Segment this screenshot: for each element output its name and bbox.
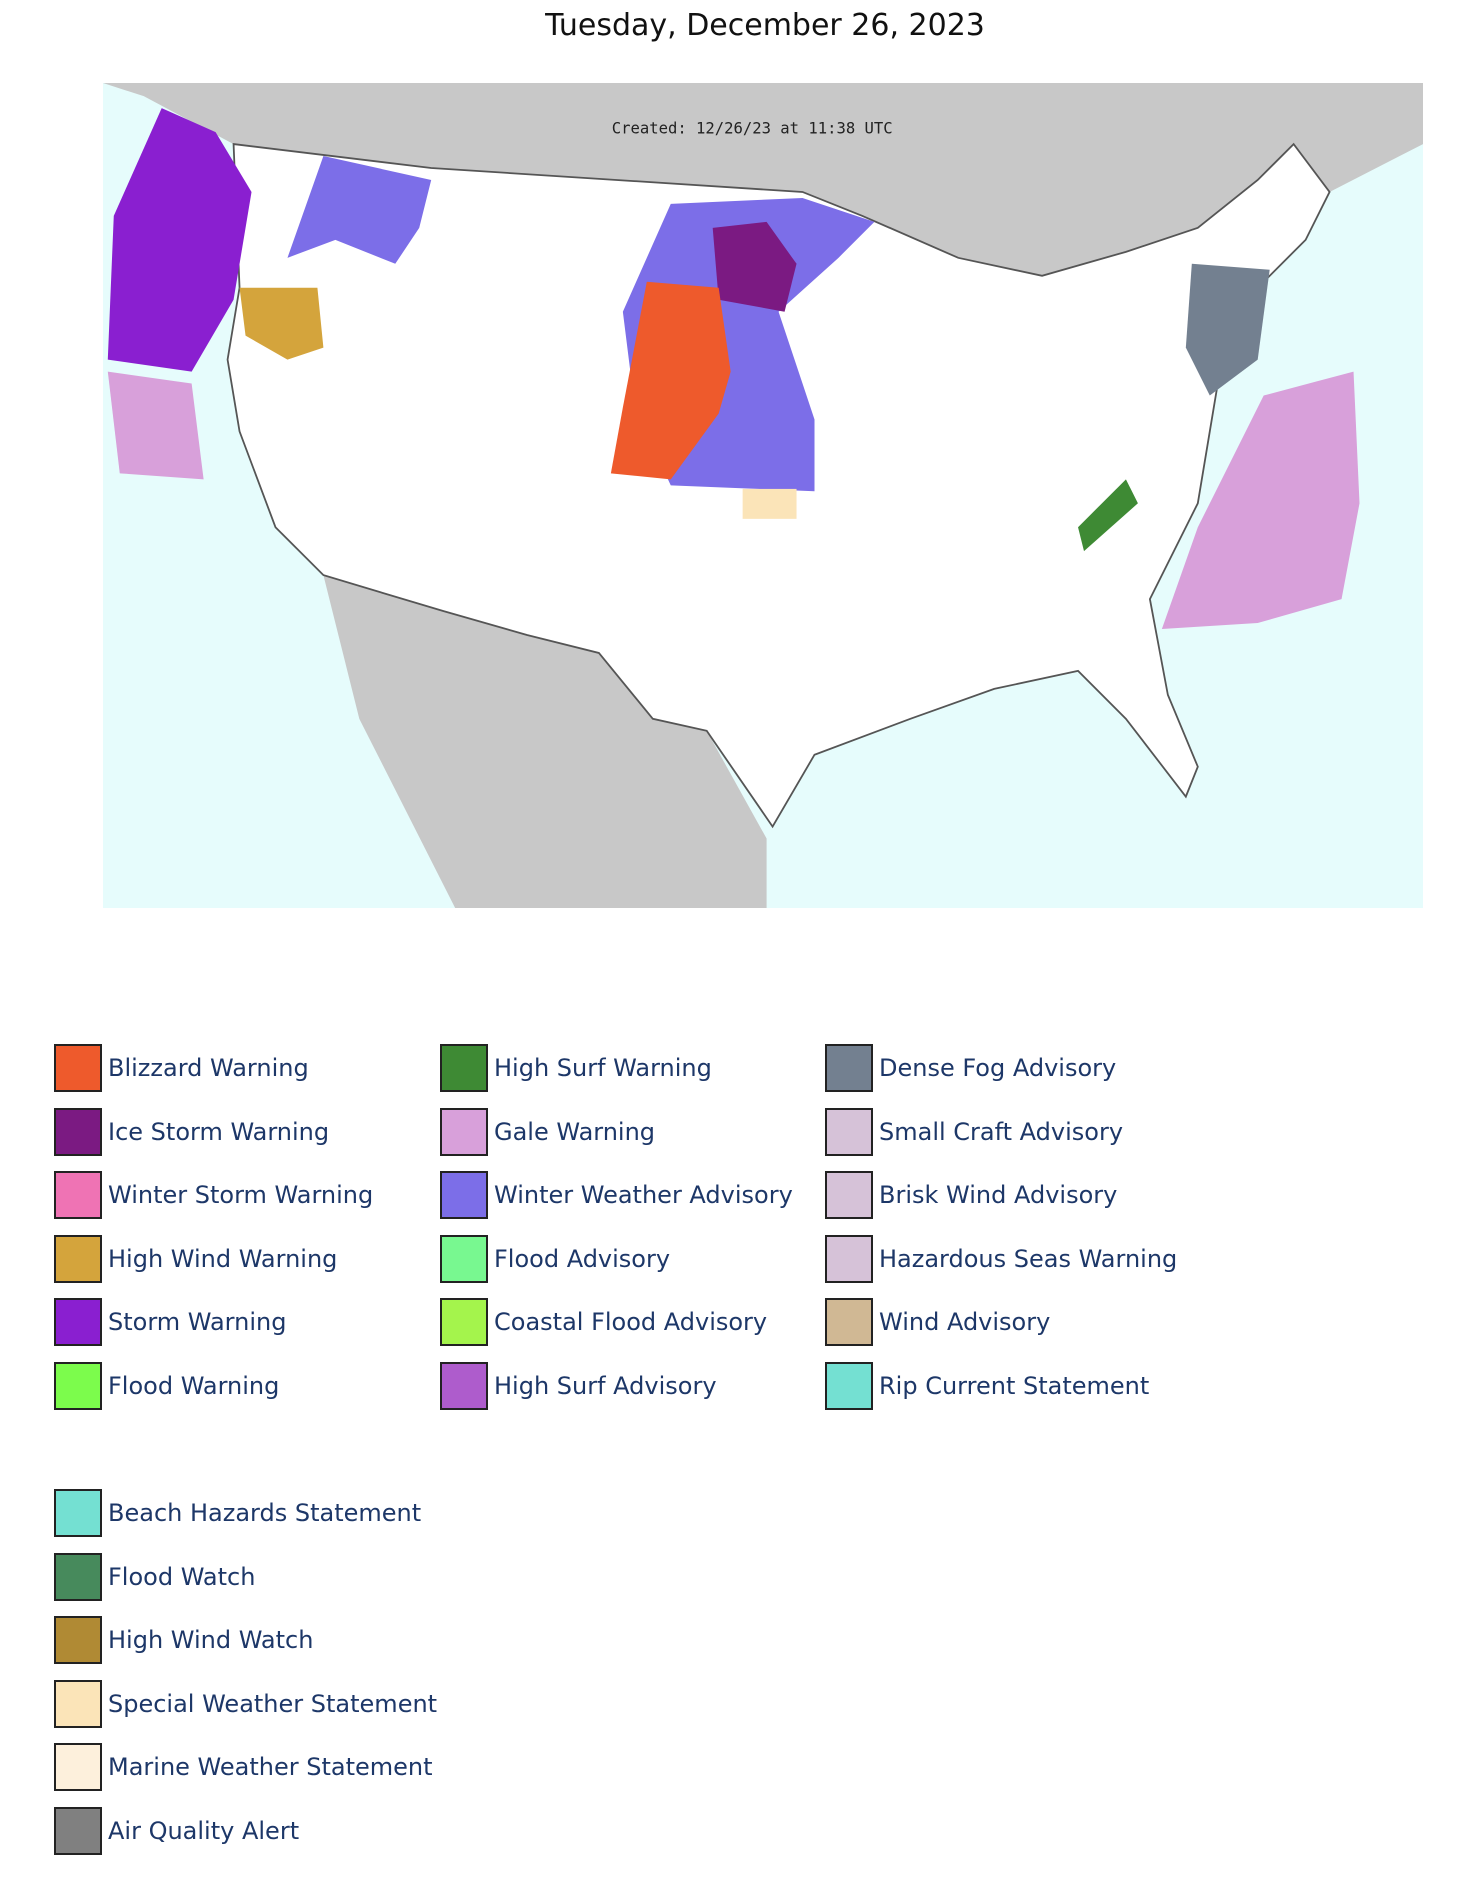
legend-swatch xyxy=(440,1044,488,1092)
legend-swatch xyxy=(440,1361,488,1410)
legend-label: Small Craft Advisory xyxy=(879,1117,1124,1146)
legend-item: Gale Warning xyxy=(440,1107,656,1156)
legend-label: Dense Fog Advisory xyxy=(879,1054,1117,1082)
legend-item: Coastal Flood Advisory xyxy=(440,1298,767,1346)
canada xyxy=(103,83,1423,276)
legend-swatch xyxy=(54,1361,102,1410)
legend-item: Storm Warning xyxy=(54,1298,286,1346)
legend-swatch xyxy=(825,1361,873,1410)
legend-item: Winter Weather Advisory xyxy=(440,1171,793,1219)
gale-atlantic xyxy=(1161,371,1360,630)
legend-swatch xyxy=(54,1743,102,1791)
legend-label: High Wind Watch xyxy=(108,1626,314,1654)
legend-label: Flood Advisory xyxy=(494,1244,671,1273)
legend-item: Blizzard Warning xyxy=(54,1044,309,1092)
legend-swatch xyxy=(825,1234,873,1283)
legend-swatch xyxy=(54,1679,102,1728)
legend-item: Beach Hazards Statement xyxy=(54,1489,421,1537)
ice-storm-area xyxy=(712,221,797,312)
legend-swatch xyxy=(825,1044,873,1092)
legend-item: High Surf Advisory xyxy=(440,1361,717,1410)
legend-label: Flood Watch xyxy=(108,1562,256,1591)
legend-swatch xyxy=(54,1044,102,1092)
legend-label: High Surf Advisory xyxy=(494,1371,717,1400)
dense-fog-area xyxy=(1185,263,1270,396)
legend-swatch xyxy=(54,1171,102,1219)
legend-item: High Wind Warning xyxy=(54,1234,338,1283)
legend-swatch xyxy=(825,1298,873,1346)
mexico xyxy=(323,575,767,908)
legend-label: Brisk Wind Advisory xyxy=(879,1181,1118,1209)
legend-label: Winter Weather Advisory xyxy=(494,1181,793,1209)
legend-swatch xyxy=(440,1234,488,1283)
map-caption: Created: 12/26/23 at 11:38 UTC xyxy=(612,119,893,137)
legend-label: Marine Weather Statement xyxy=(108,1753,433,1781)
page-title: Tuesday, December 26, 2023 xyxy=(545,8,985,43)
legend-label: Coastal Flood Advisory xyxy=(494,1308,768,1336)
legend-label: Hazardous Seas Warning xyxy=(879,1244,1178,1273)
legend-label: High Surf Warning xyxy=(494,1054,712,1082)
legend-item: Winter Storm Warning xyxy=(54,1171,373,1219)
special-statement-area xyxy=(742,488,797,519)
legend-label: Wind Advisory xyxy=(879,1308,1051,1336)
legend-item: Brisk Wind Advisory xyxy=(825,1171,1117,1219)
legend-label: Special Weather Statement xyxy=(108,1689,438,1718)
legend-label: Winter Storm Warning xyxy=(108,1181,374,1209)
gale-area xyxy=(107,371,204,480)
legend-swatch xyxy=(440,1171,488,1219)
legend-label: Gale Warning xyxy=(494,1117,656,1146)
legend-item: Hazardous Seas Warning xyxy=(825,1234,1178,1283)
legend-label: Rip Current Statement xyxy=(879,1371,1150,1400)
legend-item: Small Craft Advisory xyxy=(825,1107,1124,1156)
legend-item: Special Weather Statement xyxy=(54,1679,438,1728)
legend-item: Wind Advisory xyxy=(825,1298,1050,1346)
legend-swatch xyxy=(54,1107,102,1156)
legend-label: Flood Warning xyxy=(108,1371,280,1400)
legend-swatch xyxy=(54,1234,102,1283)
legend-swatch xyxy=(54,1806,102,1855)
legend-swatch xyxy=(54,1616,102,1664)
legend-label: Ice Storm Warning xyxy=(108,1117,330,1146)
legend-label: Blizzard Warning xyxy=(108,1054,309,1082)
high-surf-area xyxy=(1078,479,1138,552)
legend-swatch xyxy=(440,1107,488,1156)
legend-item: Rip Current Statement xyxy=(825,1361,1150,1410)
winter-advisory-nw xyxy=(287,156,432,264)
legend-swatch xyxy=(54,1552,102,1601)
legend-swatch xyxy=(54,1489,102,1537)
legend-item: Flood Advisory xyxy=(440,1234,671,1283)
storm-warning-area xyxy=(107,108,252,372)
legend-label: Storm Warning xyxy=(108,1308,287,1336)
legend-item: Flood Watch xyxy=(54,1552,256,1601)
legend-item: Ice Storm Warning xyxy=(54,1107,330,1156)
legend-item: Dense Fog Advisory xyxy=(825,1044,1116,1092)
legend-item: Marine Weather Statement xyxy=(54,1743,433,1791)
legend-item: High Surf Warning xyxy=(440,1044,712,1092)
legend-item: Flood Warning xyxy=(54,1361,280,1410)
legend-item: Air Quality Alert xyxy=(54,1806,300,1855)
legend-swatch xyxy=(825,1171,873,1219)
hazard-map: Created: 12/26/23 at 11:38 UTC xyxy=(103,83,1423,908)
legend-label: Beach Hazards Statement xyxy=(108,1499,422,1527)
legend-label: High Wind Warning xyxy=(108,1244,338,1273)
high-wind-area xyxy=(239,287,324,360)
legend-label: Air Quality Alert xyxy=(108,1816,300,1845)
legend-swatch xyxy=(825,1107,873,1156)
legend-swatch xyxy=(440,1298,488,1346)
legend-swatch xyxy=(54,1298,102,1346)
legend-item: High Wind Watch xyxy=(54,1616,313,1664)
blizzard-area xyxy=(610,281,731,480)
